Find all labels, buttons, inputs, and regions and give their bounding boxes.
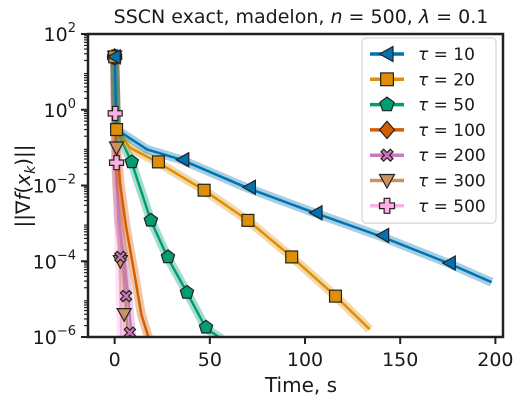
legend-marker-tau-100 [378, 120, 396, 140]
data-point-tau-300 [108, 141, 125, 156]
x-tick-label: 200 [477, 349, 513, 371]
data-point-tau-50 [198, 319, 214, 334]
series-band-tau-20 [110, 56, 373, 333]
axis-ticks: 0 50 100 150 200 10−6 10−4 10−2 100 102 [33, 21, 514, 371]
series-tau-20 [110, 56, 373, 333]
data-point-tau-20 [241, 213, 255, 227]
data-point-tau-10 [308, 204, 323, 221]
plot-area [106, 47, 494, 337]
legend-label-tau-200: τ = 200 [418, 146, 486, 166]
x-tick-label: 150 [382, 349, 418, 371]
data-point-tau-10 [374, 227, 390, 244]
y-tick-label: 102 [44, 21, 76, 46]
data-point-tau-20 [285, 250, 299, 264]
legend-label-tau-300: τ = 300 [418, 172, 486, 192]
data-point-tau-20 [151, 155, 165, 169]
legend-label-tau-50: τ = 50 [418, 96, 475, 116]
x-tick-label: 0 [109, 349, 121, 371]
data-point-tau-500 [107, 105, 123, 122]
data-point-tau-500 [108, 155, 125, 171]
legend-label-tau-10: τ = 10 [418, 45, 475, 65]
legend-marker-tau-10 [378, 45, 394, 63]
y-tick-label: 10−4 [33, 248, 76, 273]
y-tick-label: 10−6 [33, 324, 76, 349]
data-point-tau-50 [143, 212, 159, 227]
legend: τ = 10 τ = 20 τ = 50 τ = 100 τ = 200 τ = 300 τ… [361, 37, 497, 224]
data-point-tau-50 [179, 284, 195, 299]
y-tick-label: 100 [44, 97, 76, 122]
plot-clip-group [106, 47, 494, 337]
data-point-tau-10 [106, 48, 121, 65]
data-point-tau-200 [113, 250, 127, 264]
y-tick-label: 10−2 [33, 173, 76, 198]
data-point-tau-20 [197, 183, 211, 197]
legend-label-tau-100: τ = 100 [418, 121, 486, 141]
data-point-tau-50 [124, 154, 140, 169]
legend-marker-tau-20 [380, 72, 394, 87]
data-point-tau-10 [441, 254, 456, 272]
legend-marker-tau-300 [378, 173, 396, 190]
data-point-tau-20 [328, 289, 343, 303]
x-tick-label: 100 [287, 349, 323, 371]
y-axis-label: ||∇f(xk)|| [11, 145, 39, 228]
x-axis-label: Time, s [264, 373, 337, 397]
data-point-tau-300 [116, 307, 133, 323]
data-point-tau-10 [174, 151, 190, 168]
legend-marker-tau-50 [379, 96, 395, 112]
legend-label-tau-500: τ = 500 [418, 197, 486, 217]
data-point-tau-20 [110, 123, 124, 137]
data-point-tau-50 [160, 249, 176, 264]
data-point-tau-200 [119, 289, 133, 303]
legend-label-tau-20: τ = 20 [418, 70, 475, 90]
data-point-tau-10 [241, 179, 257, 196]
x-tick-label: 50 [198, 349, 222, 371]
chart-title: SSCN exact, madelon, n = 500, λ = 0.1 [114, 6, 489, 28]
legend-marker-tau-500 [378, 197, 396, 214]
legend-marker-tau-200 [380, 148, 394, 163]
legend-box [361, 37, 497, 224]
